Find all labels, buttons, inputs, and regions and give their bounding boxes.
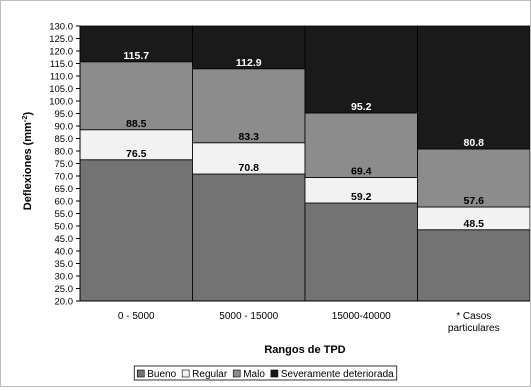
data-label: 57.6 bbox=[464, 195, 485, 207]
y-tick-label: 40.0 bbox=[55, 246, 74, 257]
bar-segment-regular bbox=[192, 142, 306, 175]
bar-segment-malo bbox=[192, 68, 306, 144]
legend-item: Regular bbox=[181, 369, 228, 380]
bar-segment-malo bbox=[304, 112, 418, 178]
bar-segment-regular bbox=[304, 177, 418, 204]
data-label: 95.2 bbox=[351, 101, 372, 113]
data-label: 69.4 bbox=[351, 166, 372, 178]
y-tick-label: 120.0 bbox=[49, 46, 73, 57]
y-tick-label: 75.0 bbox=[55, 159, 74, 170]
y-tick-label: 70.0 bbox=[55, 171, 74, 182]
bar-segment-bueno bbox=[417, 229, 531, 302]
y-tick-label: 130.0 bbox=[49, 21, 73, 32]
bar-segment-bueno bbox=[304, 202, 418, 302]
bar-segment-severamente-deteriorada bbox=[417, 25, 531, 150]
data-label: 70.8 bbox=[239, 162, 260, 174]
y-axis-title-main: Deflexiones (mm bbox=[22, 122, 34, 210]
bar-segment-malo bbox=[417, 148, 531, 208]
y-tick-label: 60.0 bbox=[55, 196, 74, 207]
y-tick-label: 115.0 bbox=[50, 59, 73, 70]
data-label: 112.9 bbox=[236, 57, 262, 69]
y-tick-label: 80.0 bbox=[55, 146, 74, 157]
legend-swatch bbox=[181, 369, 190, 378]
legend-swatch bbox=[136, 369, 145, 378]
x-category-label: * Casos particulares bbox=[448, 311, 500, 334]
y-tick-label: 110.0 bbox=[50, 71, 73, 82]
legend-box bbox=[133, 365, 398, 381]
y-tick-label: 25.0 bbox=[55, 284, 74, 295]
legend-swatch bbox=[232, 369, 241, 378]
y-tick-label: 125.0 bbox=[49, 34, 73, 45]
y-tick-label: 45.0 bbox=[55, 234, 74, 245]
bar-segment-bueno bbox=[79, 159, 193, 302]
bars bbox=[79, 25, 531, 302]
legend-label: Severamente deteriorada bbox=[281, 369, 394, 380]
y-tick-label: 95.0 bbox=[55, 109, 74, 120]
data-label: 76.5 bbox=[126, 148, 147, 160]
y-tick-label: 65.0 bbox=[55, 184, 74, 195]
data-label: 88.5 bbox=[126, 118, 147, 130]
data-label: 115.7 bbox=[123, 50, 149, 62]
y-tick-label: 100.0 bbox=[49, 96, 73, 107]
y-tick-label: 85.0 bbox=[55, 134, 74, 145]
data-label: 83.3 bbox=[239, 131, 260, 143]
x-category-label: 15000-40000 bbox=[332, 311, 391, 322]
legend-label: Bueno bbox=[147, 369, 176, 380]
data-label: 59.2 bbox=[351, 191, 372, 203]
bar-segment-severamente-deteriorada bbox=[304, 25, 418, 114]
y-tick-label: 90.0 bbox=[55, 121, 74, 132]
y-tick-label: 20.0 bbox=[55, 296, 74, 307]
bar-segment-severamente-deteriorada bbox=[192, 25, 306, 70]
y-tick-label: 55.0 bbox=[55, 209, 74, 220]
legend-label: Malo bbox=[243, 369, 265, 380]
x-axis-categories: 0 - 5000 5000 - 15000 15000-40000 * Casos pa… bbox=[118, 311, 500, 334]
y-tick-label: 30.0 bbox=[55, 271, 74, 282]
data-labels: 76.5 88.5 115.7 70.8 83.3 112.9 59.2 69.4 95.2 48… bbox=[123, 50, 484, 230]
data-label: 48.5 bbox=[464, 218, 485, 230]
x-category-label: 0 - 5000 bbox=[118, 311, 155, 322]
legend-swatch bbox=[270, 369, 279, 378]
y-axis-title-sup: -2 bbox=[20, 115, 29, 122]
legend-item: Bueno bbox=[136, 369, 177, 380]
data-label: 80.8 bbox=[464, 137, 485, 149]
legend: Bueno Regular Malo Severamente deteriorada bbox=[133, 365, 398, 381]
y-tick-label: 35.0 bbox=[55, 259, 74, 270]
y-axis-title: Deflexiones (mm-2) bbox=[20, 111, 34, 210]
x-category-label: 5000 - 15000 bbox=[219, 311, 278, 322]
y-tick-label: 105.0 bbox=[49, 84, 73, 95]
legend-label: Regular bbox=[192, 369, 228, 380]
y-tick-label: 50.0 bbox=[55, 221, 74, 232]
y-axis-title-close: ) bbox=[22, 111, 34, 115]
bar-segment-bueno bbox=[192, 173, 306, 302]
legend-item: Severamente deteriorada bbox=[270, 369, 394, 380]
legend-item: Malo bbox=[232, 369, 265, 380]
y-axis-ticks: 20.025.0 30.035.0 40.045.0 50.055.0 60.065.0… bbox=[49, 21, 80, 307]
x-axis-title: Rangos de TPD bbox=[264, 344, 345, 356]
